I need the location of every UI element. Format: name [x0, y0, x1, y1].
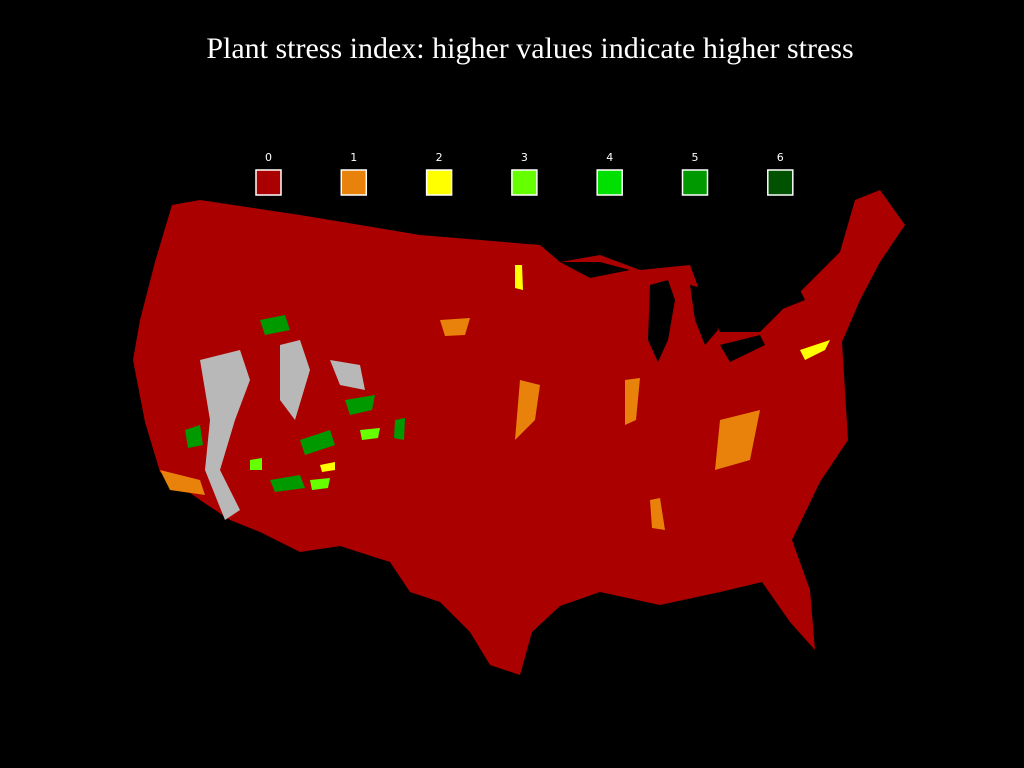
legend-label: 1	[350, 151, 357, 164]
legend-label: 0	[265, 151, 272, 164]
legend-swatch	[511, 169, 538, 196]
legend-swatch	[596, 169, 623, 196]
legend-label: 2	[436, 151, 443, 164]
legend-label: 6	[777, 151, 784, 164]
dry-patches	[200, 340, 365, 520]
legend-swatch	[255, 169, 282, 196]
us-map	[133, 190, 905, 675]
great-lakes	[560, 262, 805, 362]
legend-swatch	[340, 169, 368, 196]
legend-label: 5	[692, 151, 699, 164]
legend-label: 4	[606, 151, 613, 164]
map-title: Plant stress index: higher values indica…	[206, 32, 853, 65]
legend-swatch	[767, 169, 794, 196]
legend-label: 3	[521, 151, 528, 164]
legend-swatch	[425, 169, 453, 196]
vegetation-speckles	[160, 265, 830, 530]
legend-swatch	[681, 169, 709, 196]
legend: 0 1 2 3 4 5 6	[255, 151, 794, 196]
